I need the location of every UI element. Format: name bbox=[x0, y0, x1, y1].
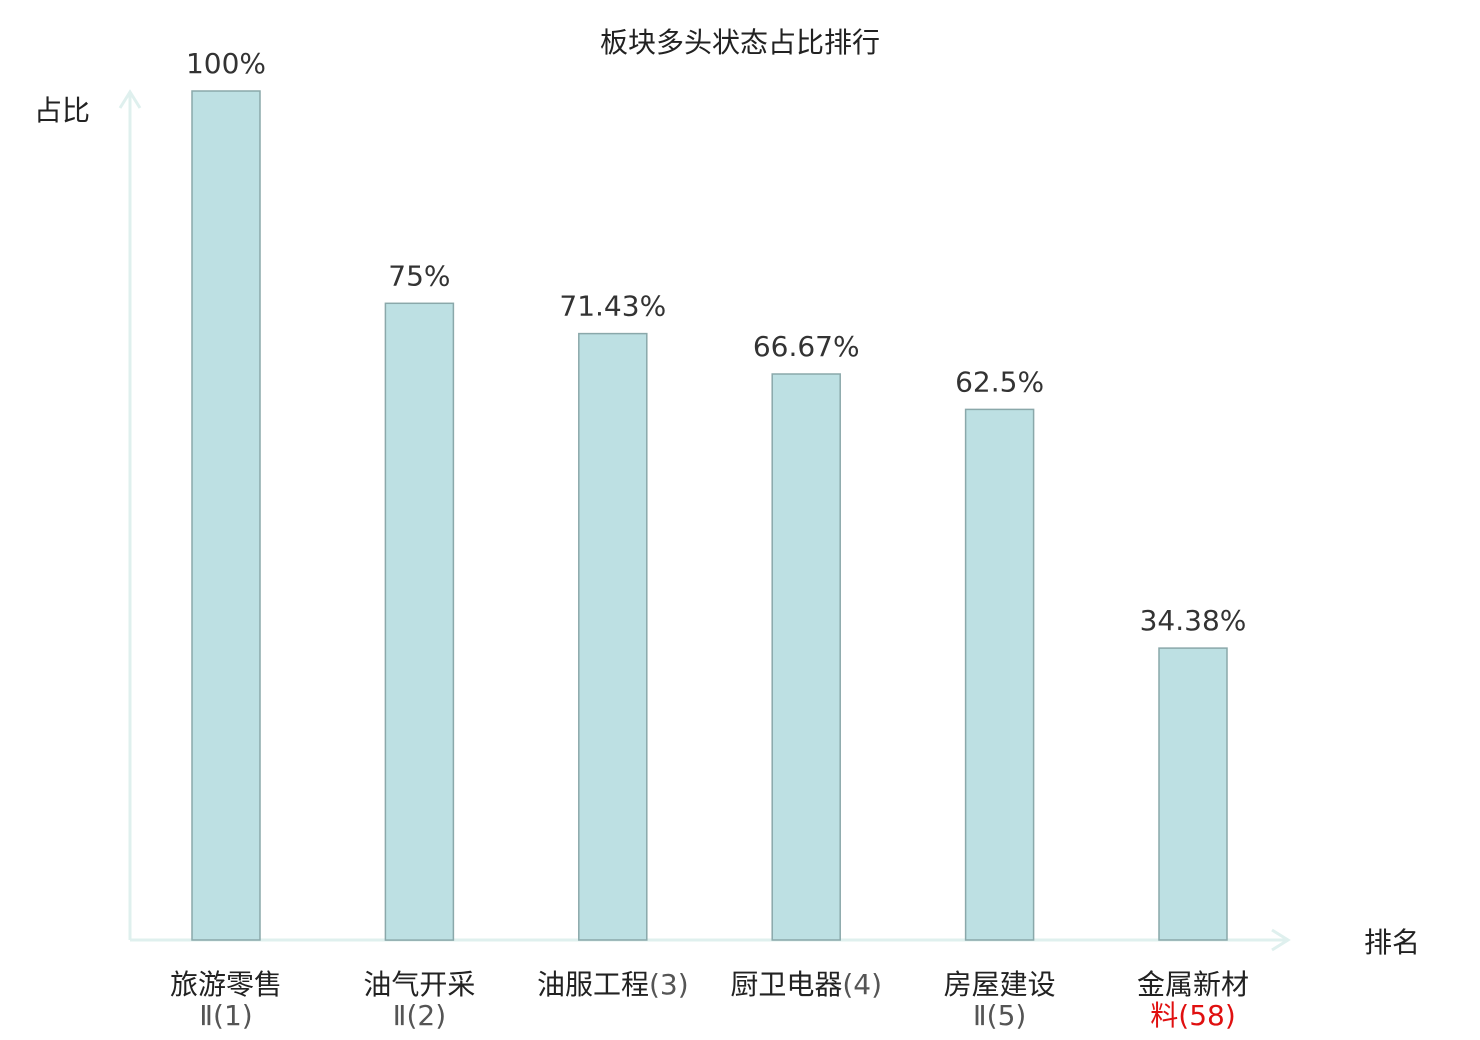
bar bbox=[578, 332, 648, 941]
category-label: 房屋建设 bbox=[944, 968, 1056, 1001]
bar-value-label: 75% bbox=[388, 259, 450, 292]
value-labels: 100% 75% 71.43% 66.67% 62.5% 34.38% bbox=[186, 47, 1246, 637]
bar-value-label: 100% bbox=[186, 47, 266, 80]
category-label-line2: Ⅱ(1) bbox=[199, 999, 252, 1032]
bar bbox=[384, 302, 455, 941]
bar bbox=[964, 408, 1035, 941]
category-label: 厨卫电器(4) bbox=[730, 968, 882, 1001]
x-axis-label: 排名 bbox=[1364, 926, 1420, 959]
bars bbox=[191, 90, 1228, 941]
bar bbox=[1158, 647, 1228, 941]
bar bbox=[771, 373, 841, 941]
bar-value-label: 34.38% bbox=[1140, 604, 1247, 637]
category-label: 旅游零售 bbox=[170, 968, 282, 1001]
axes bbox=[118, 89, 1291, 952]
category-label: 油服工程(3) bbox=[537, 968, 689, 1001]
bar-value-label: 66.67% bbox=[753, 330, 860, 363]
category-label: 金属新材 bbox=[1137, 968, 1249, 1001]
category-label-line2: 料(58) bbox=[1150, 999, 1236, 1032]
category-label-line2: Ⅱ(2) bbox=[393, 999, 446, 1032]
y-axis-arrow bbox=[118, 89, 142, 109]
bar-value-label: 62.5% bbox=[955, 365, 1044, 398]
x-axis-arrow bbox=[1271, 928, 1291, 952]
bar-value-label: 71.43% bbox=[559, 290, 666, 323]
bar bbox=[191, 90, 261, 941]
chart-title: 板块多头状态占比排行 bbox=[600, 26, 880, 59]
category-label: 油气开采 bbox=[363, 968, 475, 1001]
category-label-line2: Ⅱ(5) bbox=[973, 999, 1026, 1032]
y-axis-label: 占比 bbox=[34, 94, 90, 127]
